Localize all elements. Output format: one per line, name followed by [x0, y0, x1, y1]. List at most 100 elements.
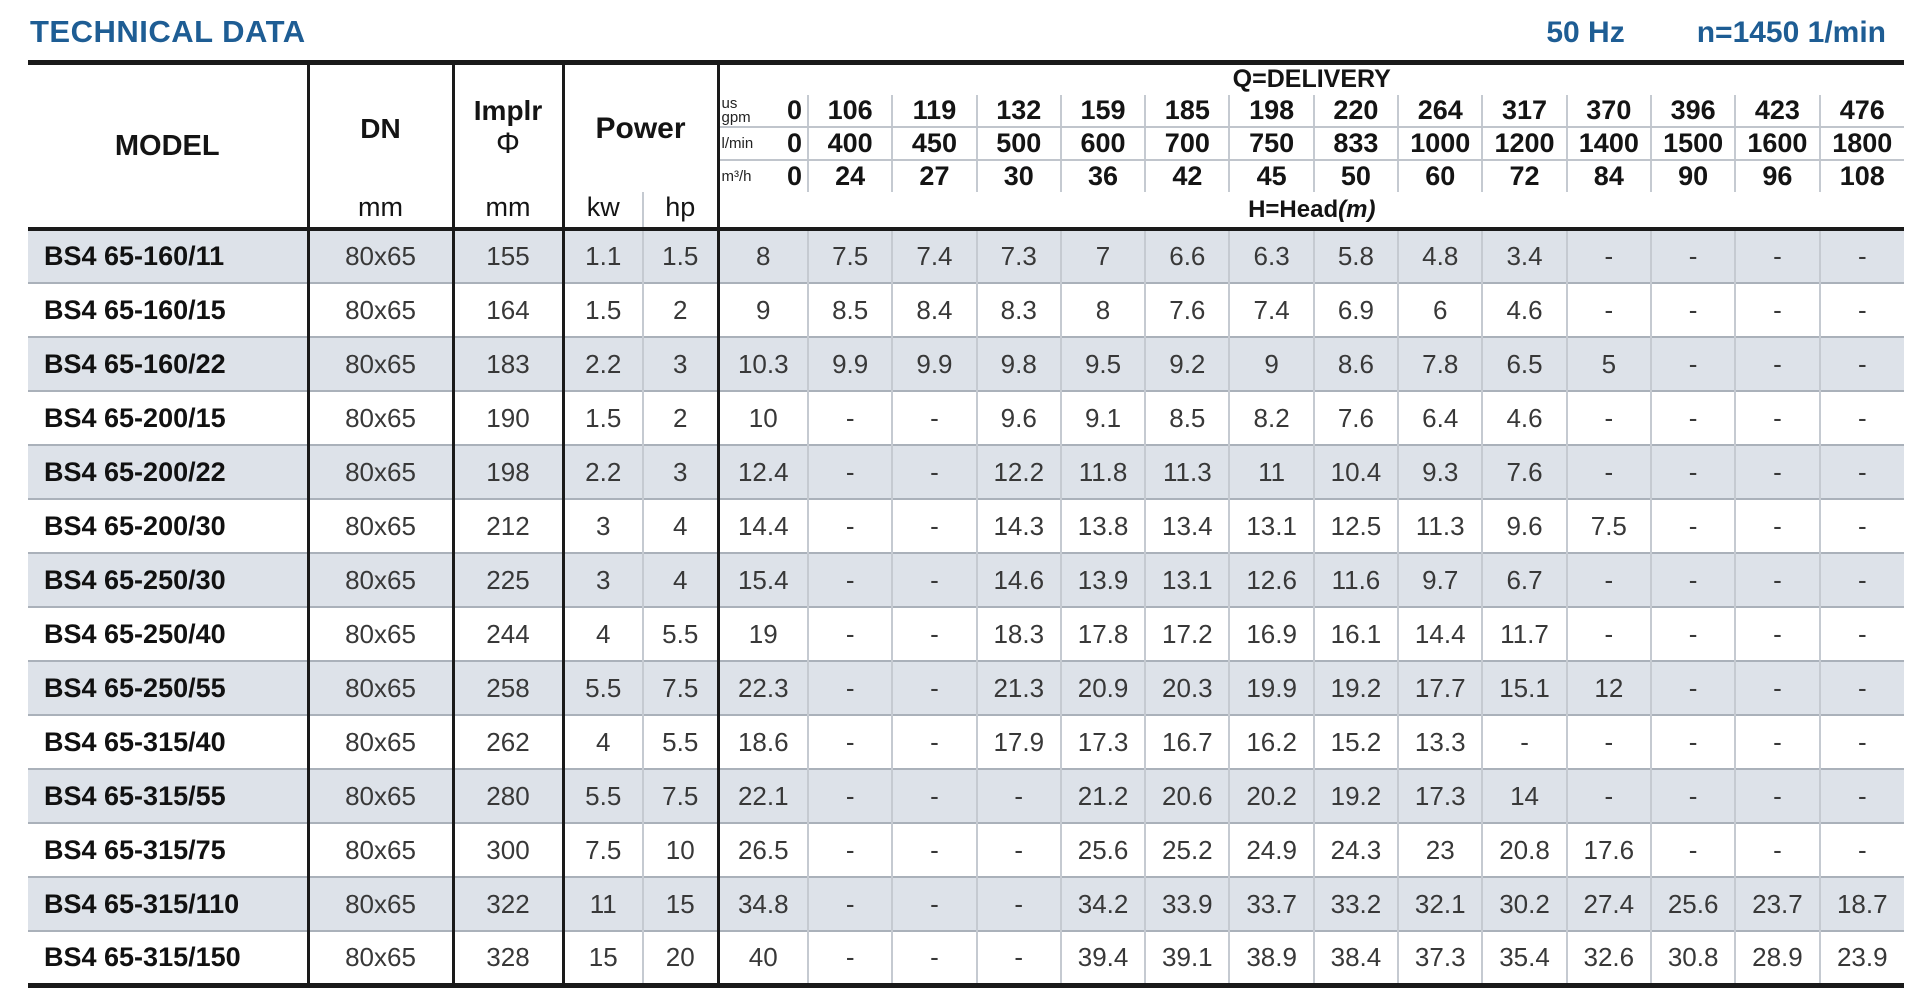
- head-value-cell: 9: [1229, 336, 1315, 391]
- head-value-cell: 8.4: [892, 282, 978, 337]
- head-value-cell: -: [1566, 444, 1652, 499]
- head-value-cell: 8.2: [1229, 390, 1315, 445]
- head-value-cell: 4.6: [1482, 282, 1568, 337]
- head-value-cell: 8.3: [976, 282, 1062, 337]
- head-value-cell: -: [1566, 552, 1652, 607]
- unit-value-cell: 317: [1482, 95, 1568, 128]
- head-value-cell: 15.2: [1313, 714, 1400, 769]
- kw-cell: 1.5: [563, 282, 644, 337]
- model-cell: BS4 65-315/40: [28, 714, 310, 769]
- kw-cell: 4: [563, 714, 644, 769]
- dn-cell: 80x65: [308, 768, 455, 823]
- head-value-cell: 10.4: [1313, 444, 1400, 499]
- head-value-cell: 9.8: [976, 336, 1062, 391]
- implr-cell: 244: [453, 606, 565, 661]
- head-value-cell: -: [808, 714, 894, 769]
- head-value-cell: 39.4: [1060, 930, 1147, 985]
- head-value-cell: -: [1735, 714, 1821, 769]
- kw-cell: 1.1: [563, 229, 644, 283]
- head-value-cell: 8: [718, 229, 809, 283]
- head-value-cell: 9.6: [1482, 498, 1568, 553]
- head-value-cell: 16.1: [1313, 606, 1400, 661]
- unit-value-cell: 1000: [1398, 127, 1484, 161]
- unit-value-cell: 423: [1735, 95, 1821, 128]
- head-value-cell: 7.6: [1482, 444, 1568, 499]
- power-header: Power: [563, 62, 720, 192]
- head-value-cell: 14.4: [1398, 606, 1484, 661]
- unit-value-cell: 42: [1145, 160, 1231, 192]
- head-value-cell: 16.9: [1229, 606, 1315, 661]
- head-value-cell: -: [808, 552, 894, 607]
- implr-unit-label: mm: [453, 192, 565, 229]
- head-value-cell: -: [1819, 282, 1904, 337]
- head-value-cell: 27.4: [1566, 876, 1652, 931]
- head-value-cell: 15.4: [718, 552, 809, 607]
- head-value-cell: 9.9: [892, 336, 978, 391]
- head-value-cell: 20.6: [1145, 768, 1231, 823]
- head-value-cell: -: [1735, 552, 1821, 607]
- head-value-cell: 25.6: [1060, 822, 1147, 877]
- unit-value-cell: 106: [808, 95, 894, 128]
- head-value-cell: 5.8: [1313, 229, 1400, 283]
- unit-value-cell: 500: [976, 127, 1062, 161]
- table-row: BS4 65-160/15 80x65 164 1.5 2 9 8.5 8.4 8.3 8 7.6 7…: [28, 282, 1904, 337]
- unit-value-cell: 30: [976, 160, 1062, 192]
- head-value-cell: 6.3: [1229, 229, 1315, 283]
- head-value-cell: 22.3: [718, 660, 809, 715]
- head-value-cell: -: [892, 606, 978, 661]
- table-row: BS4 65-315/110 80x65 322 11 15 34.8- - -34.2 33.…: [28, 876, 1904, 931]
- head-value-cell: -: [1650, 390, 1737, 445]
- kw-cell: 4: [563, 606, 644, 661]
- head-value-cell: 13.1: [1145, 552, 1231, 607]
- table-row: BS4 65-250/40 80x65 244 4 5.5 19- -18.3 17.8 17.…: [28, 606, 1904, 661]
- hp-cell: 3: [643, 444, 720, 499]
- head-value-cell: 32.6: [1566, 930, 1652, 985]
- head-value-cell: 38.9: [1229, 930, 1315, 985]
- head-value-cell: -: [1566, 229, 1652, 283]
- unit-value-cell: 1800: [1819, 127, 1904, 161]
- head-value-cell: 8.5: [808, 282, 894, 337]
- hp-cell: 15: [643, 876, 720, 931]
- head-value-cell: 9.1: [1060, 390, 1147, 445]
- head-value-cell: 11.3: [1145, 444, 1231, 499]
- implr-label: Implr: [473, 95, 543, 127]
- kw-cell: 11: [563, 876, 644, 931]
- unit-value-cell: 96: [1735, 160, 1821, 192]
- unit-zero-value: 0: [786, 128, 802, 158]
- head-value-cell: -: [1566, 768, 1652, 823]
- head-value-cell: -: [1482, 714, 1568, 769]
- head-value-cell: 17.9: [976, 714, 1062, 769]
- table-row: BS4 65-315/150 80x65 328 15 20 40- - -39.4 39.1 3…: [28, 930, 1904, 985]
- unit-zero-value: 0: [786, 95, 802, 125]
- head-value-cell: -: [1566, 714, 1652, 769]
- kw-cell: 7.5: [563, 822, 644, 877]
- head-value-cell: 23: [1398, 822, 1484, 877]
- unit-value-cell: 90: [1650, 160, 1737, 192]
- kw-cell: 2.2: [563, 444, 644, 499]
- head-value-cell: 35.4: [1482, 930, 1568, 985]
- head-value-cell: 30.2: [1482, 876, 1568, 931]
- head-value-cell: -: [1819, 336, 1904, 391]
- head-value-cell: 4.6: [1482, 390, 1568, 445]
- head-value-cell: -: [1735, 660, 1821, 715]
- hp-cell: 5.5: [643, 714, 720, 769]
- head-value-cell: -: [892, 552, 978, 607]
- head-value-cell: -: [1650, 768, 1737, 823]
- head-value-cell: 20.3: [1145, 660, 1231, 715]
- unit-value-cell: 370: [1566, 95, 1652, 128]
- dn-cell: 80x65: [308, 876, 455, 931]
- table-row: BS4 65-200/22 80x65 198 2.2 3 12.4- -12.2 11.8 1…: [28, 444, 1904, 499]
- model-cell: BS4 65-315/110: [28, 876, 310, 931]
- head-value-cell: 11.8: [1060, 444, 1147, 499]
- head-value-cell: 13.8: [1060, 498, 1147, 553]
- kw-cell: 1.5: [563, 390, 644, 445]
- head-value-cell: 6.7: [1482, 552, 1568, 607]
- head-value-cell: -: [1819, 444, 1904, 499]
- head-value-cell: -: [1735, 822, 1821, 877]
- head-value-cell: -: [808, 444, 894, 499]
- head-value-cell: -: [1650, 444, 1737, 499]
- head-value-cell: 19.2: [1313, 660, 1400, 715]
- head-value-cell: 25.6: [1650, 876, 1737, 931]
- head-value-cell: -: [808, 930, 894, 985]
- unit-value-cell: 600: [1060, 127, 1147, 161]
